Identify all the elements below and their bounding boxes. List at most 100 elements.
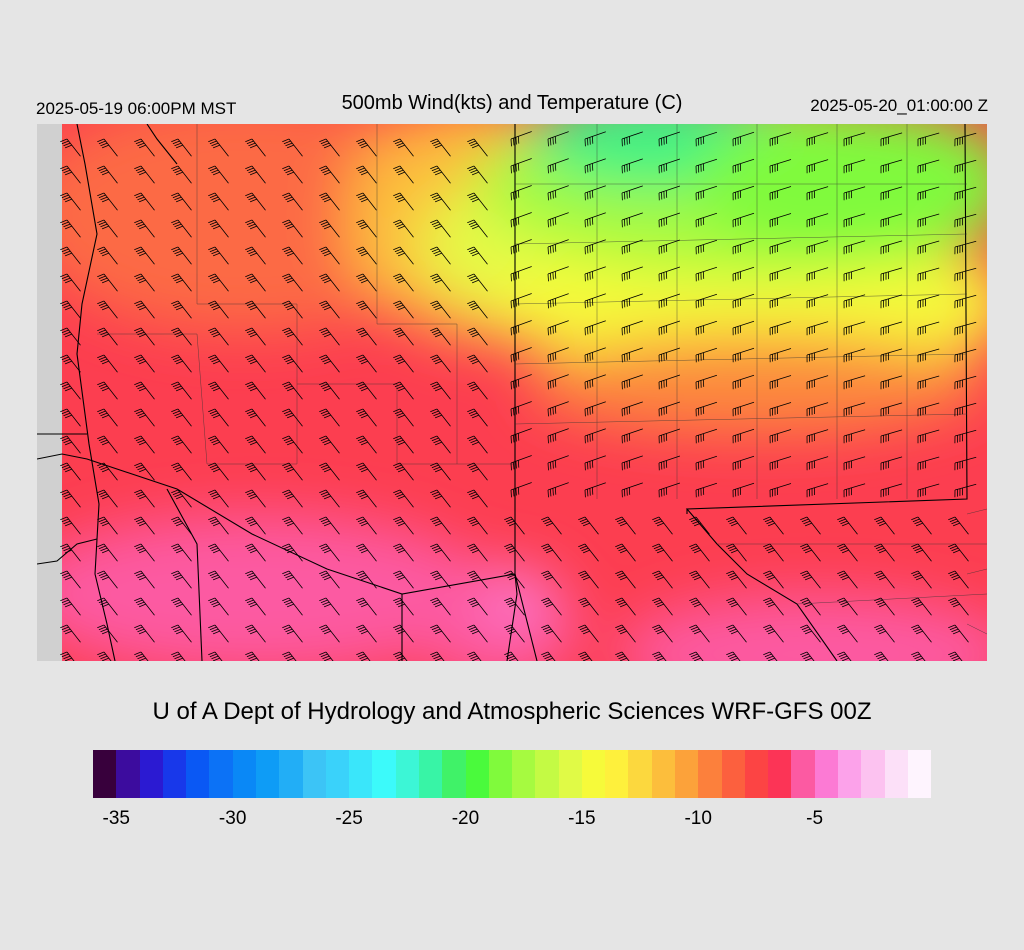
wind-barb xyxy=(467,462,488,481)
wind-barb xyxy=(874,543,895,562)
wind-barb xyxy=(621,320,643,336)
wind-barb xyxy=(843,240,866,255)
wind-barb xyxy=(806,321,829,336)
wind-barb xyxy=(282,165,303,184)
wind-barb xyxy=(208,597,229,616)
wind-barb xyxy=(393,246,414,265)
wind-barb xyxy=(356,489,377,508)
wind-barb xyxy=(356,543,377,562)
wind-barb xyxy=(430,300,451,319)
wind-barb xyxy=(510,158,532,174)
wind-barb xyxy=(97,219,118,238)
wind-barb xyxy=(134,138,155,157)
wind-barb xyxy=(695,293,718,309)
wind-barb xyxy=(467,651,482,661)
wind-barb xyxy=(615,651,630,661)
wind-barb xyxy=(510,347,532,363)
wind-barb xyxy=(245,327,266,346)
wind-barb xyxy=(430,570,451,589)
wind-barb xyxy=(843,186,866,201)
wind-barb xyxy=(356,192,377,211)
wind-barb xyxy=(134,327,155,346)
wind-barb xyxy=(134,489,155,508)
wind-barb xyxy=(430,246,451,265)
wind-barb xyxy=(245,192,266,211)
wind-barbs xyxy=(60,131,977,661)
wind-barb xyxy=(393,516,414,535)
wind-barb xyxy=(837,597,858,616)
wind-barb xyxy=(843,159,866,174)
wind-barb xyxy=(510,374,532,390)
wind-barb xyxy=(584,347,606,363)
wind-barb xyxy=(467,246,488,265)
wind-barb xyxy=(171,597,192,616)
wind-barb xyxy=(806,240,829,255)
wind-barb xyxy=(954,429,977,444)
wind-barb xyxy=(319,597,340,616)
colorbar-swatch xyxy=(116,750,140,798)
wind-barb xyxy=(134,354,155,373)
wind-barb xyxy=(547,185,569,201)
wind-barb xyxy=(171,246,192,265)
wind-barb xyxy=(541,597,562,616)
wind-barb xyxy=(843,132,866,147)
wind-barb xyxy=(954,132,977,147)
wind-barb xyxy=(726,570,747,589)
wind-barb xyxy=(954,483,977,498)
wind-barb xyxy=(769,213,792,228)
colorbar-swatch xyxy=(744,750,769,798)
wind-barb xyxy=(208,516,229,535)
wind-barb xyxy=(843,483,866,498)
colorbar-swatch xyxy=(907,750,932,798)
wind-barb xyxy=(245,273,266,292)
wind-barb xyxy=(843,429,866,444)
wind-barb xyxy=(430,651,445,661)
colorbar-swatch xyxy=(93,750,117,798)
colorbar-tick-label: -15 xyxy=(568,808,596,829)
wind-barb xyxy=(800,624,821,643)
wind-barb xyxy=(467,516,488,535)
wind-barb xyxy=(393,435,414,454)
wind-barb xyxy=(769,402,792,417)
wind-barb xyxy=(510,293,532,309)
wind-barb xyxy=(282,246,303,265)
wind-barb xyxy=(658,158,681,174)
wind-barb xyxy=(547,239,569,255)
wind-barb xyxy=(874,651,889,661)
local-time-label: 2025-05-19 06:00PM MST xyxy=(36,99,237,118)
wind-barb xyxy=(769,483,792,498)
wind-barb xyxy=(134,246,155,265)
wind-barb xyxy=(911,543,932,562)
wind-barb xyxy=(97,543,118,562)
colorbar-tick-label: -10 xyxy=(684,808,712,829)
wind-barb xyxy=(282,570,303,589)
wind-barb xyxy=(695,320,718,336)
wind-barb xyxy=(319,165,340,184)
wind-barb xyxy=(541,624,562,643)
wind-barb xyxy=(319,624,340,643)
wind-barb xyxy=(800,651,815,661)
wind-barb xyxy=(171,516,192,535)
wind-barb xyxy=(245,408,266,427)
wind-barb xyxy=(658,482,681,498)
wind-barb xyxy=(60,624,81,643)
wind-barb xyxy=(356,246,377,265)
wind-barb xyxy=(652,624,673,643)
wind-barb xyxy=(695,131,718,147)
wind-barb xyxy=(658,455,681,471)
wind-barb xyxy=(430,408,451,427)
wind-barb xyxy=(954,159,977,174)
wind-barb xyxy=(800,543,821,562)
wind-barb xyxy=(954,321,977,336)
wind-barb xyxy=(319,435,340,454)
wind-barb xyxy=(171,165,192,184)
wind-barb xyxy=(245,624,266,643)
wind-barb xyxy=(954,348,977,363)
wind-barb xyxy=(319,300,340,319)
wind-barb xyxy=(134,597,155,616)
wind-barb xyxy=(658,185,681,201)
wind-barb xyxy=(800,570,821,589)
wind-barb xyxy=(806,267,829,282)
wind-barb xyxy=(806,294,829,309)
wind-barb xyxy=(695,239,718,255)
